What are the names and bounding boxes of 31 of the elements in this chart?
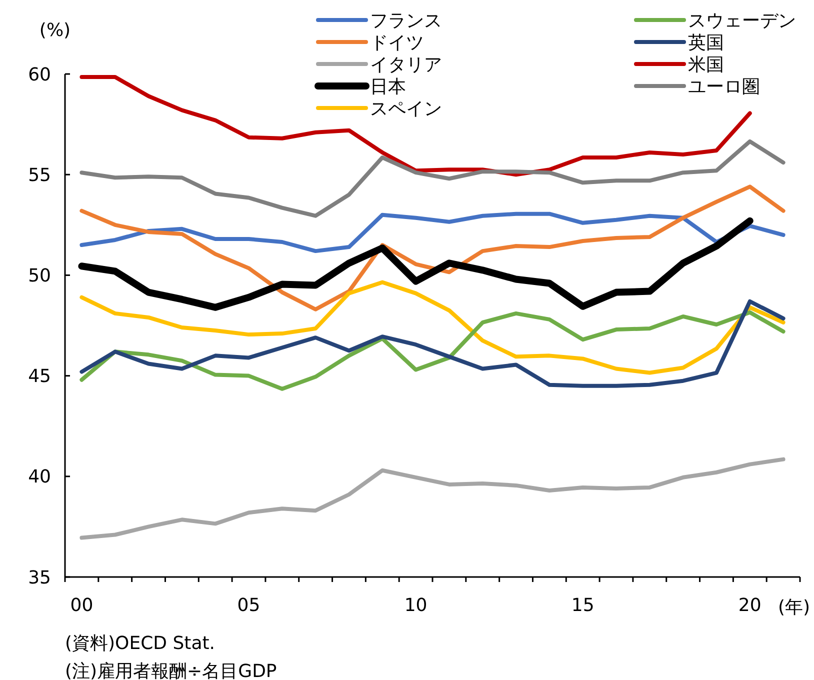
y-tick-label: 35: [28, 567, 51, 588]
y-tick-label: 60: [28, 64, 51, 86]
legend-label: ユーロ圏: [688, 76, 760, 98]
y-tick-label: 55: [28, 164, 51, 186]
legend-label: イタリア: [370, 54, 442, 76]
line-series: [80, 212, 786, 254]
x-tick-label: 15: [571, 595, 594, 616]
x-tick-label: 05: [237, 595, 260, 616]
y-tick-label: 40: [28, 466, 51, 488]
y-tick-label: 45: [28, 366, 51, 388]
x-tick-label: 20: [738, 595, 762, 616]
line-series: [80, 310, 786, 391]
legend-label: 米国: [688, 54, 724, 76]
legend-label: スペイン: [370, 98, 442, 120]
line-series: [80, 299, 786, 388]
legend-label: 英国: [688, 32, 724, 54]
x-tick-label: 10: [404, 595, 428, 616]
y-axis-title: (%): [39, 20, 71, 41]
legend-label: ドイツ: [370, 32, 424, 54]
line-series: [80, 139, 786, 218]
line-series: [80, 457, 786, 540]
legend-label: スウェーデン: [688, 10, 796, 32]
x-axis-title: (年): [778, 597, 810, 618]
text: (注)雇用者報酬÷名目GDP: [65, 661, 277, 680]
x-tick-label: 00: [70, 595, 94, 616]
text: (資料)OECD Stat.: [65, 633, 216, 654]
line-series: [80, 280, 786, 375]
y-tick-label: 50: [28, 266, 51, 286]
legend-label: フランス: [370, 10, 442, 32]
line-series: [80, 184, 786, 312]
legend-label: 日本: [370, 76, 406, 98]
